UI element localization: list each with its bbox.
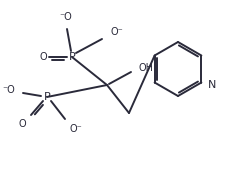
- Text: P: P: [69, 52, 75, 62]
- Text: ⁻O: ⁻O: [60, 12, 72, 22]
- Text: P: P: [44, 92, 50, 102]
- Text: O: O: [18, 119, 26, 129]
- Text: O⁻: O⁻: [111, 27, 123, 37]
- Text: O: O: [39, 52, 47, 62]
- Text: O⁻: O⁻: [70, 124, 82, 134]
- Text: ⁻O: ⁻O: [3, 85, 15, 95]
- Text: OH: OH: [138, 63, 153, 73]
- Text: N: N: [207, 79, 216, 89]
